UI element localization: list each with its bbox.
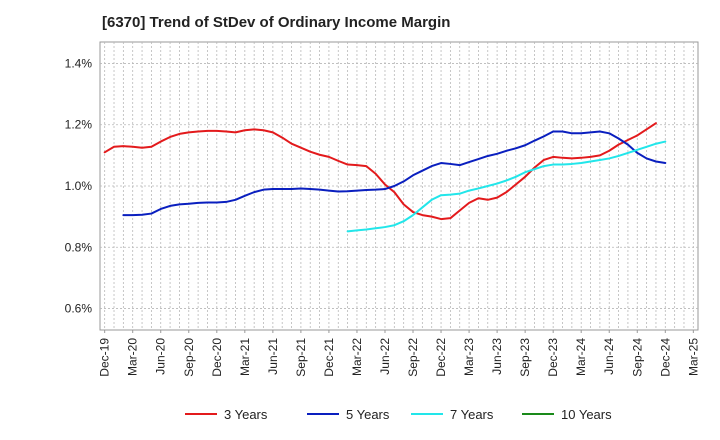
x-tick-label: Jun-20 [154, 338, 168, 375]
y-tick-label: 1.0% [65, 179, 93, 193]
x-tick-label: Dec-20 [210, 338, 224, 377]
legend-label: 5 Years [346, 407, 390, 422]
series-line-5-years [122, 130, 667, 217]
grid-layer [100, 42, 698, 330]
chart-title: [6370] Trend of StDev of Ordinary Income… [102, 14, 451, 31]
x-tick-label: Jun-23 [490, 338, 504, 375]
axis-layer: 1.4% 1.2% 1.0% 0.8% 0.6% Dec-19 Mar-20 Jun-20 Se… [65, 56, 701, 376]
x-tick-label: Dec-23 [546, 338, 560, 377]
x-tick-label: Jun-21 [266, 338, 280, 375]
x-tick-label: Mar-20 [126, 338, 140, 376]
x-tick-label: Jun-22 [378, 338, 392, 375]
x-tick-label: Mar-21 [238, 338, 252, 376]
y-tick-label: 1.2% [65, 118, 93, 132]
y-tick-label: 0.8% [65, 240, 93, 254]
series-line-3-years [103, 122, 657, 221]
x-tick-label: Mar-22 [350, 338, 364, 376]
x-tick-label: Jun-24 [602, 338, 616, 375]
y-tick-label: 1.4% [65, 56, 93, 70]
x-tick-label: Sep-22 [406, 338, 420, 377]
series-line-7-years [346, 140, 667, 233]
legend-label: 10 Years [561, 407, 612, 422]
x-tick-label: Dec-24 [658, 338, 672, 377]
x-tick-label: Sep-21 [294, 338, 308, 377]
legend: 3 Years 5 Years 7 Years 10 Years [185, 407, 612, 422]
x-tick-label: Sep-20 [182, 338, 196, 377]
legend-label: 7 Years [450, 407, 494, 422]
x-tick-label: Mar-24 [574, 338, 588, 376]
x-tick-label: Dec-21 [322, 338, 336, 377]
legend-label: 3 Years [224, 407, 268, 422]
x-tick-label: Mar-23 [462, 338, 476, 376]
x-tick-label: Dec-22 [434, 338, 448, 377]
series-layer [103, 122, 667, 233]
x-tick-label: Sep-23 [518, 338, 532, 377]
y-tick-label: 0.6% [65, 302, 93, 316]
x-tick-label: Sep-24 [630, 338, 644, 377]
x-tick-label: Dec-19 [98, 338, 112, 377]
x-tick-label: Mar-25 [686, 338, 700, 376]
